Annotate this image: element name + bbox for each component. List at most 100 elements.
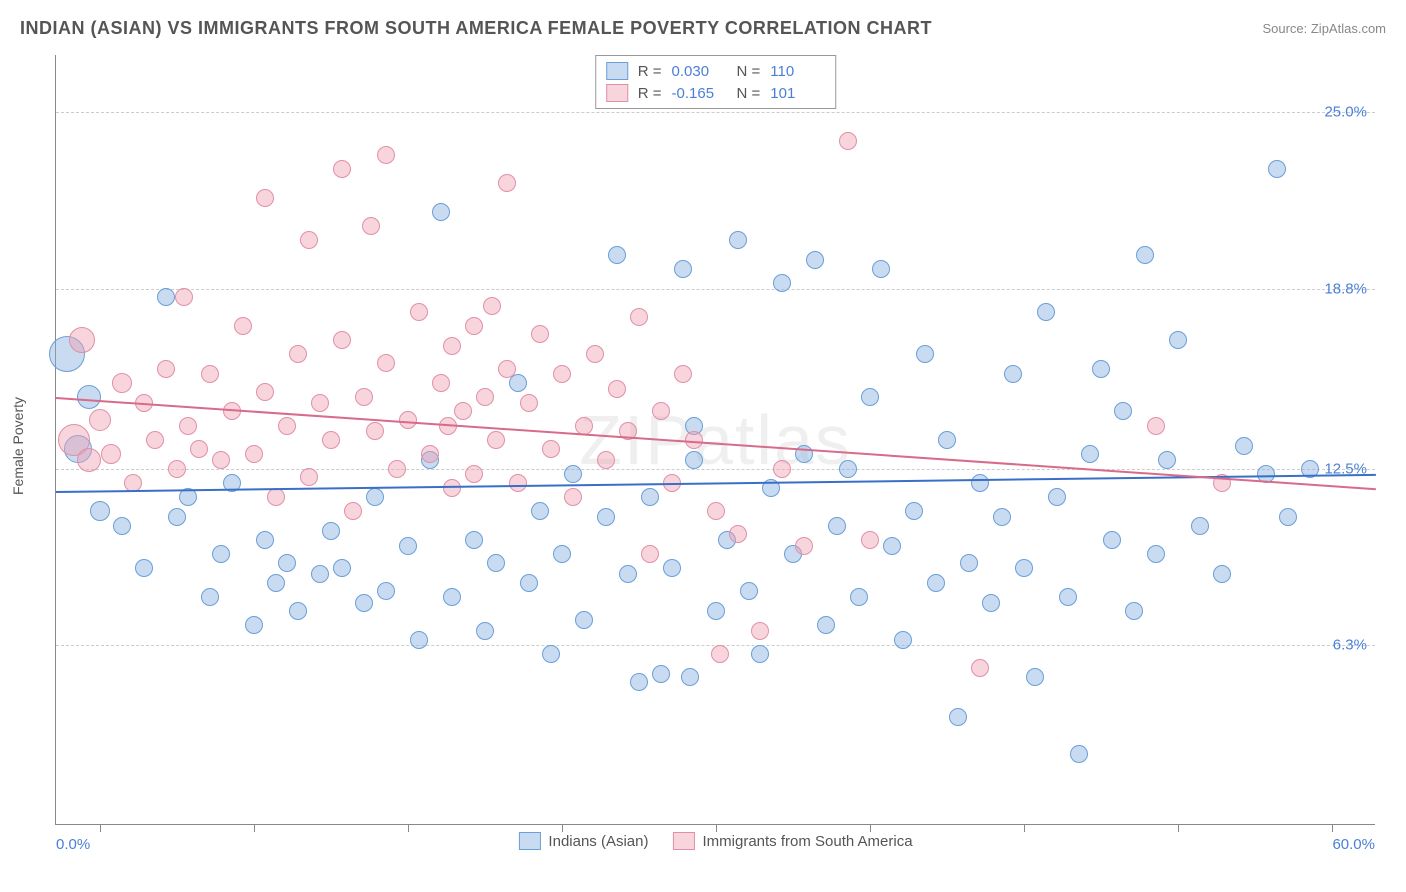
regression-line [56, 474, 1376, 493]
scatter-point [1213, 565, 1231, 583]
scatter-point [77, 385, 101, 409]
scatter-point [894, 631, 912, 649]
scatter-point [861, 531, 879, 549]
scatter-point [520, 574, 538, 592]
scatter-point [179, 417, 197, 435]
scatter-point [960, 554, 978, 572]
scatter-point [971, 659, 989, 677]
scatter-point [685, 451, 703, 469]
scatter-point [1070, 745, 1088, 763]
scatter-point [1037, 303, 1055, 321]
scatter-point [410, 631, 428, 649]
scatter-point [267, 574, 285, 592]
scatter-point [333, 559, 351, 577]
scatter-point [465, 465, 483, 483]
scatter-point [1279, 508, 1297, 526]
stats-legend-row: R = -0.165N = 101 [606, 82, 826, 104]
scatter-point [201, 588, 219, 606]
x-tick [100, 824, 101, 832]
scatter-point [608, 380, 626, 398]
scatter-point [190, 440, 208, 458]
scatter-point [421, 445, 439, 463]
scatter-point [1235, 437, 1253, 455]
scatter-point [113, 517, 131, 535]
scatter-point [483, 297, 501, 315]
regression-line [56, 397, 1376, 490]
scatter-point [212, 451, 230, 469]
scatter-point [168, 508, 186, 526]
scatter-point [982, 594, 1000, 612]
scatter-point [652, 402, 670, 420]
scatter-point [77, 448, 101, 472]
scatter-point [344, 502, 362, 520]
scatter-point [146, 431, 164, 449]
stat-r-label: R = [638, 63, 662, 80]
scatter-point [487, 431, 505, 449]
scatter-point [157, 360, 175, 378]
scatter-point [399, 537, 417, 555]
scatter-point [90, 501, 110, 521]
scatter-point [322, 431, 340, 449]
chart-source: Source: ZipAtlas.com [1262, 21, 1386, 36]
scatter-point [1026, 668, 1044, 686]
scatter-point [311, 565, 329, 583]
scatter-point [1136, 246, 1154, 264]
scatter-point [465, 317, 483, 335]
scatter-point [175, 288, 193, 306]
scatter-point [542, 645, 560, 663]
scatter-point [377, 146, 395, 164]
legend-swatch [606, 62, 628, 80]
scatter-point [938, 431, 956, 449]
scatter-point [333, 331, 351, 349]
scatter-plot-area: ZIPatlas R = 0.030N = 110R = -0.165N = 1… [55, 55, 1375, 825]
scatter-point [861, 388, 879, 406]
gridline [56, 469, 1375, 470]
scatter-point [267, 488, 285, 506]
scatter-point [366, 422, 384, 440]
scatter-point [377, 582, 395, 600]
scatter-point [289, 345, 307, 363]
scatter-point [509, 474, 527, 492]
scatter-point [362, 217, 380, 235]
scatter-point [454, 402, 472, 420]
scatter-point [619, 565, 637, 583]
legend-item: Indians (Asian) [518, 832, 648, 850]
scatter-point [531, 325, 549, 343]
stat-n-value: 101 [770, 85, 825, 102]
scatter-point [520, 394, 538, 412]
chart-header: INDIAN (ASIAN) VS IMMIGRANTS FROM SOUTH … [20, 18, 1386, 39]
scatter-point [168, 460, 186, 478]
stat-n-label: N = [737, 63, 761, 80]
scatter-point [355, 388, 373, 406]
x-tick [408, 824, 409, 832]
scatter-point [993, 508, 1011, 526]
scatter-point [564, 488, 582, 506]
scatter-point [630, 308, 648, 326]
scatter-point [135, 559, 153, 577]
x-tick [1024, 824, 1025, 832]
scatter-point [256, 531, 274, 549]
legend-swatch [518, 832, 540, 850]
scatter-point [674, 260, 692, 278]
scatter-point [1114, 402, 1132, 420]
scatter-point [641, 545, 659, 563]
scatter-point [839, 460, 857, 478]
scatter-point [245, 616, 263, 634]
scatter-point [300, 231, 318, 249]
y-tick-label: 25.0% [1324, 104, 1367, 121]
scatter-point [883, 537, 901, 555]
scatter-point [553, 365, 571, 383]
scatter-point [476, 622, 494, 640]
scatter-point [377, 354, 395, 372]
scatter-point [751, 622, 769, 640]
legend-swatch [606, 84, 628, 102]
scatter-point [542, 440, 560, 458]
legend-label: Indians (Asian) [548, 833, 648, 850]
scatter-point [278, 417, 296, 435]
stats-legend-row: R = 0.030N = 110 [606, 60, 826, 82]
y-tick-label: 18.8% [1324, 280, 1367, 297]
scatter-point [388, 460, 406, 478]
scatter-point [564, 465, 582, 483]
scatter-point [817, 616, 835, 634]
scatter-point [663, 559, 681, 577]
